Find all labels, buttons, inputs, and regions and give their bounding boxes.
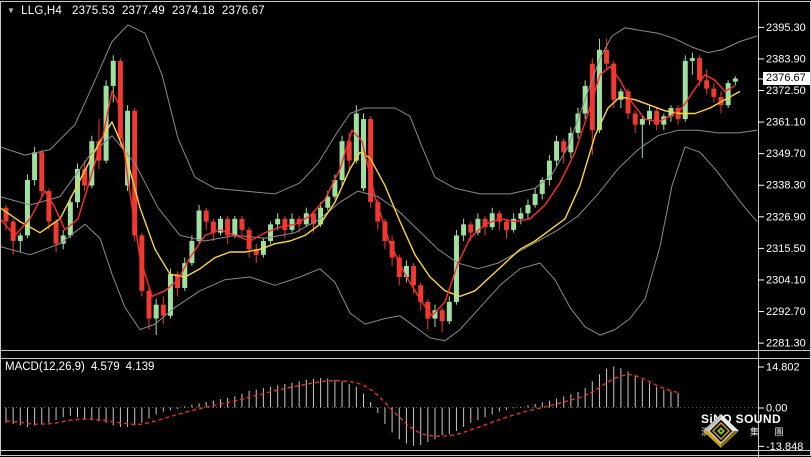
svg-text:2395.30: 2395.30: [766, 22, 806, 34]
chart-title: ▼ LLG,H4 2375.53 2377.49 2374.18 2376.67: [7, 5, 272, 17]
svg-text:2292.70: 2292.70: [766, 306, 806, 318]
svg-text:2281.30: 2281.30: [766, 338, 806, 350]
svg-text:0.00: 0.00: [766, 403, 787, 415]
quote-low: 2374.18: [171, 5, 215, 17]
macd-signal-value: 4.139: [125, 361, 155, 373]
diamond-logo-icon: [703, 414, 739, 448]
svg-text:2315.50: 2315.50: [766, 243, 806, 255]
svg-text:2304.10: 2304.10: [766, 274, 806, 286]
macd-name: MACD(12,26,9): [5, 361, 85, 373]
panel-resize-handle[interactable]: [0, 350, 811, 359]
svg-text:2338.30: 2338.30: [766, 180, 806, 192]
symbol-dropdown-icon[interactable]: ▼: [7, 6, 16, 15]
main-price-panel[interactable]: [0, 0, 758, 350]
current-price-label: 2376.67: [763, 72, 810, 85]
logo-chinese-name: 漢 聲 集 團: [701, 427, 791, 437]
quote-high: 2377.49: [121, 5, 165, 17]
quote-close: 2376.67: [221, 5, 265, 17]
macd-value: 4.579: [90, 361, 120, 373]
svg-text:2372.50: 2372.50: [766, 85, 806, 97]
svg-text:-13.848: -13.848: [766, 441, 803, 453]
svg-text:2326.90: 2326.90: [766, 211, 806, 223]
macd-indicator-label: MACD(12,26,9) 4.579 4.139: [5, 361, 160, 373]
svg-text:2383.90: 2383.90: [766, 53, 806, 65]
svg-text:2349.70: 2349.70: [766, 148, 806, 160]
sino-sound-logo: SiNO SOUND 漢 聲 集 團: [701, 413, 791, 448]
svg-text:2361.10: 2361.10: [766, 117, 806, 129]
price-axis[interactable]: [758, 0, 811, 457]
quote-open: 2375.53: [71, 5, 115, 17]
symbol-period-label: LLG,H4: [21, 5, 62, 17]
svg-text:14.802: 14.802: [766, 361, 800, 373]
